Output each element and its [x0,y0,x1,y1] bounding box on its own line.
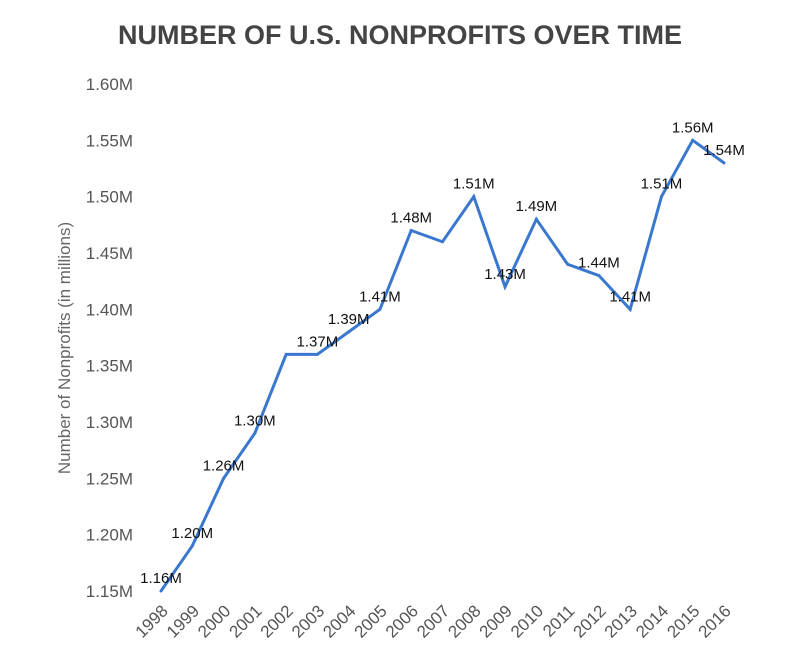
data-label: 1.51M [641,176,683,193]
x-tick-label: 2009 [476,601,516,641]
data-point [347,330,351,334]
chart-title: NUMBER OF U.S. NONPROFITS OVER TIME [117,20,683,50]
x-tick-label: 2014 [632,601,672,641]
data-label: 1.41M [609,288,651,305]
y-tick-label: 1.25M [86,469,133,488]
data-label: 1.54M [703,142,745,159]
y-axis-label: Number of Nonprofits (in millions) [55,222,74,474]
data-label: 1.39M [328,311,370,328]
y-tick-label: 1.30M [86,413,133,432]
y-tick-label: 1.40M [86,300,133,319]
data-point [566,262,570,266]
y-tick-label: 1.15M [86,582,133,601]
x-tick-label: 2001 [225,601,265,641]
x-tick-label: 2007 [413,601,453,641]
data-label: 1.43M [484,266,526,283]
x-tick-label: 2006 [382,601,422,641]
data-point [722,161,726,165]
data-point [315,352,319,356]
y-tick-label: 1.35M [86,357,133,376]
x-tick-label: 2011 [539,601,578,640]
data-point [222,476,226,480]
data-label: 1.44M [578,255,620,272]
data-point [441,240,444,244]
x-tick-label: 2004 [319,601,359,641]
data-point [503,285,507,289]
x-tick-label: 2000 [194,601,234,641]
y-tick-label: 1.60M [86,75,133,94]
data-label: 1.16M [140,570,182,587]
data-point [409,228,413,232]
x-tick-label: 1999 [163,601,203,641]
data-label: 1.30M [234,412,276,429]
data-label: 1.56M [672,119,714,136]
data-label: 1.37M [297,333,339,350]
x-tick-label: 2012 [570,601,610,641]
x-tick-label: 2013 [601,601,641,641]
y-tick-label: 1.55M [86,131,133,150]
data-point [378,307,382,311]
data-label: 1.48M [390,209,432,226]
x-tick-label: 2002 [257,601,297,641]
data-label: 1.49M [515,198,557,215]
x-tick-label: 2016 [695,601,735,641]
data-label: 1.26M [203,457,245,474]
data-point [472,195,476,199]
x-tick-label: 2010 [507,601,547,641]
data-point [597,274,601,278]
data-point [159,589,163,593]
data-point [534,217,538,221]
y-tick-label: 1.50M [86,188,133,207]
x-tick-label: 2003 [288,601,328,641]
y-tick-label: 1.20M [86,526,133,545]
x-tick-label: 2015 [663,601,703,641]
data-label: 1.51M [453,176,495,193]
series-line [159,138,725,592]
data-point [659,195,663,199]
data-point [628,307,632,311]
y-tick-label: 1.45M [86,244,133,263]
data-label: 1.41M [359,288,401,305]
x-tick-label: 1998 [132,601,172,641]
data-label: 1.20M [171,525,213,542]
data-point [190,544,194,548]
x-tick-label: 2005 [351,601,391,641]
data-point [284,352,288,356]
x-tick-label: 2008 [444,601,484,641]
data-point [253,431,257,435]
data-point [691,138,695,142]
